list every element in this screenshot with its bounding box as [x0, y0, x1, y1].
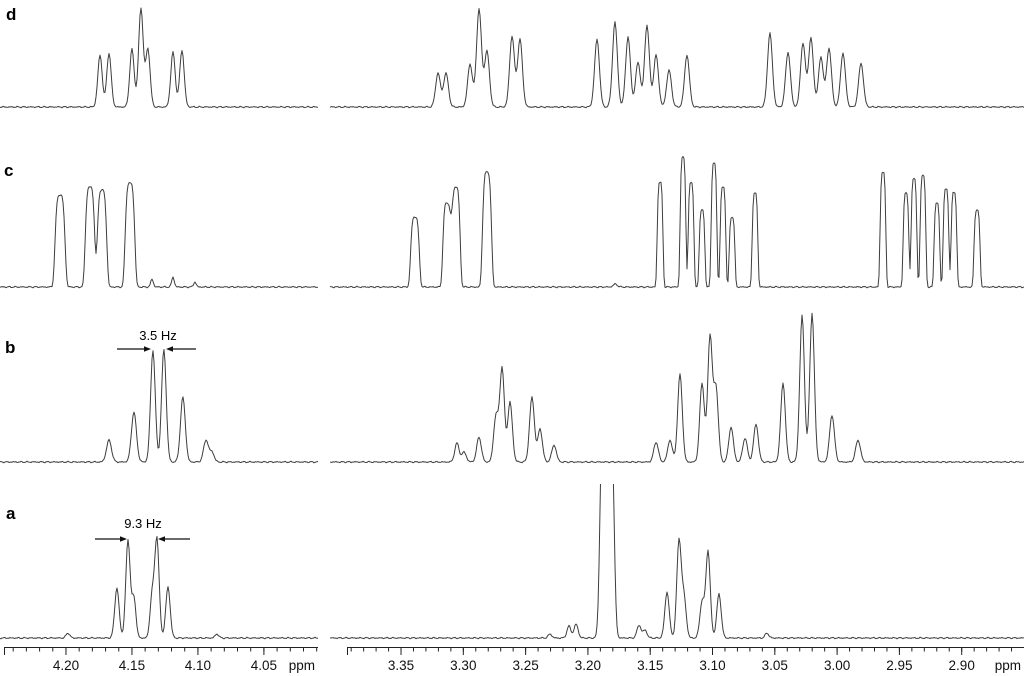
- svg-text:2.90: 2.90: [949, 658, 975, 673]
- spectrum-panel-a-right: [330, 484, 1024, 640]
- svg-text:4.05: 4.05: [251, 658, 277, 673]
- svg-text:3.20: 3.20: [575, 658, 601, 673]
- svg-text:3.25: 3.25: [512, 658, 538, 673]
- coupling-annotation-3_5hz: 3.5 Hz: [139, 328, 177, 343]
- svg-text:3.15: 3.15: [637, 658, 663, 673]
- row-label-a: a: [6, 504, 16, 523]
- spectrum-panel-d-right: [330, 8, 1024, 109]
- svg-text:4.10: 4.10: [185, 658, 211, 673]
- row-label-b: b: [5, 338, 16, 357]
- row-label-d: d: [6, 5, 17, 24]
- spectrum-panel-c-right: [330, 155, 1024, 289]
- spectrum-panel-b-left: [0, 348, 318, 464]
- spectrum-panel-b-right: [330, 312, 1024, 464]
- svg-text:ppm: ppm: [995, 658, 1021, 673]
- spectrum-panel-a-left: [0, 536, 318, 640]
- svg-text:2.95: 2.95: [886, 658, 912, 673]
- svg-text:3.35: 3.35: [388, 658, 414, 673]
- row-label-c: c: [4, 161, 14, 180]
- svg-text:3.30: 3.30: [450, 658, 476, 673]
- svg-text:3.05: 3.05: [762, 658, 788, 673]
- svg-text:4.20: 4.20: [53, 658, 79, 673]
- spectrum-panel-c-left: [0, 182, 318, 289]
- svg-text:ppm: ppm: [289, 658, 315, 673]
- ppm-axis-left-window: 4.20 4.15 4.10 4.05 ppm: [4, 647, 318, 673]
- svg-text:4.15: 4.15: [119, 658, 145, 673]
- spectrum-panel-d-left: [0, 7, 318, 109]
- ppm-axis-right-window: 3.35 3.30 3.25 3.20 3.15 3.10 3.05 3.00 2.95 2.90…: [347, 647, 1024, 673]
- svg-text:3.10: 3.10: [699, 658, 725, 673]
- svg-text:3.00: 3.00: [824, 658, 850, 673]
- coupling-annotation-9_3hz: 9.3 Hz: [124, 516, 162, 531]
